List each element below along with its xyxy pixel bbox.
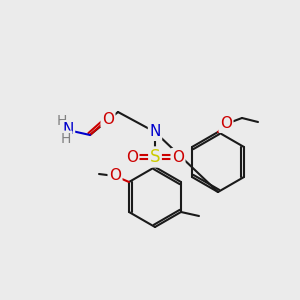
Text: O: O	[126, 149, 138, 164]
Text: O: O	[172, 149, 184, 164]
Text: O: O	[102, 112, 114, 127]
Text: H: H	[57, 114, 67, 128]
Text: O: O	[109, 169, 121, 184]
Text: H: H	[61, 132, 71, 146]
Text: O: O	[220, 116, 232, 131]
Text: S: S	[150, 148, 160, 166]
Text: N: N	[62, 122, 74, 136]
Text: N: N	[149, 124, 161, 140]
